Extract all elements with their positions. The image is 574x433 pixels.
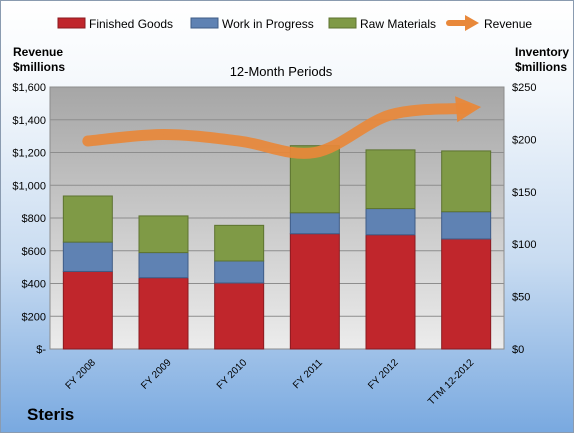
left-axis-ticks: $- $200 $400 $600 $800 $1,000 $1,200 $1,400 $1,6… [12, 82, 46, 356]
left-axis-title-line1: Revenue [13, 45, 63, 59]
revenue-arrowhead [455, 96, 482, 123]
legend-label-revenue: Revenue [484, 17, 532, 31]
right-tick-label: $50 [512, 292, 530, 304]
bar-finished-goods [214, 282, 265, 350]
left-tick-label: $200 [22, 311, 46, 323]
bar-finished-goods [62, 270, 113, 350]
bar-raw-materials [62, 195, 113, 243]
legend-swatch-raw-materials [328, 17, 357, 29]
revenue-line [82, 96, 482, 159]
bar-work-in-progress [138, 252, 189, 279]
bar-work-in-progress [289, 212, 340, 235]
bar-raw-materials [441, 150, 492, 213]
company-name: Steris [27, 405, 75, 424]
right-tick-label: $200 [512, 134, 536, 146]
left-tick-label: $600 [22, 246, 46, 258]
left-tick-label: $- [36, 344, 46, 356]
category-label: FY 2008 [64, 357, 99, 392]
left-tick-label: $800 [22, 213, 46, 225]
category-label: TTM 12-2012 [426, 357, 477, 408]
bar-finished-goods [441, 238, 492, 350]
category-label: FY 2011 [291, 357, 325, 391]
legend: Finished Goods Work in Progress Raw Mate… [57, 15, 532, 31]
left-tick-label: $1,200 [12, 148, 46, 160]
legend-label-work-in-progress: Work in Progress [222, 17, 314, 31]
category-labels: FY 2008 FY 2009 FY 2010 FY 2011 FY 2012 TTM 1… [64, 357, 477, 408]
bar-work-in-progress [62, 241, 113, 272]
left-axis-title-line2: $millions [13, 60, 65, 74]
right-axis-title-line1: Inventory [515, 45, 569, 59]
bars [62, 145, 492, 350]
left-tick-label: $1,400 [12, 115, 46, 127]
gridlines [50, 86, 504, 317]
left-tick-label: $400 [22, 279, 46, 291]
right-tick-label: $150 [512, 187, 536, 199]
bar-raw-materials [365, 149, 416, 210]
bar-finished-goods [365, 234, 416, 350]
right-tick-label: $250 [512, 82, 536, 94]
legend-swatch-work-in-progress [190, 17, 219, 29]
right-tick-label: $0 [512, 344, 524, 356]
bar-finished-goods [138, 277, 189, 350]
revenue-line-path [82, 102, 472, 159]
category-label: FY 2010 [215, 357, 250, 392]
bar-raw-materials [214, 224, 265, 262]
legend-swatch-finished-goods [57, 17, 86, 29]
category-label: FY 2009 [139, 357, 174, 392]
bar-work-in-progress [441, 211, 492, 240]
left-tick-label: $1,600 [12, 82, 46, 94]
bar-finished-goods [289, 233, 340, 350]
bar-work-in-progress [365, 208, 416, 236]
bar-work-in-progress [214, 260, 265, 284]
legend-label-raw-materials: Raw Materials [360, 17, 436, 31]
right-tick-label: $100 [512, 239, 536, 251]
left-tick-label: $1,000 [12, 180, 46, 192]
bar-raw-materials [138, 215, 189, 254]
chart-title: 12-Month Periods [230, 64, 333, 79]
legend-swatch-revenue [446, 15, 479, 31]
legend-label-finished-goods: Finished Goods [89, 17, 173, 31]
right-axis-title-line2: $millions [515, 60, 567, 74]
right-axis-ticks: $0 $50 $100 $150 $200 $250 [512, 82, 536, 356]
category-label: FY 2012 [366, 357, 401, 392]
